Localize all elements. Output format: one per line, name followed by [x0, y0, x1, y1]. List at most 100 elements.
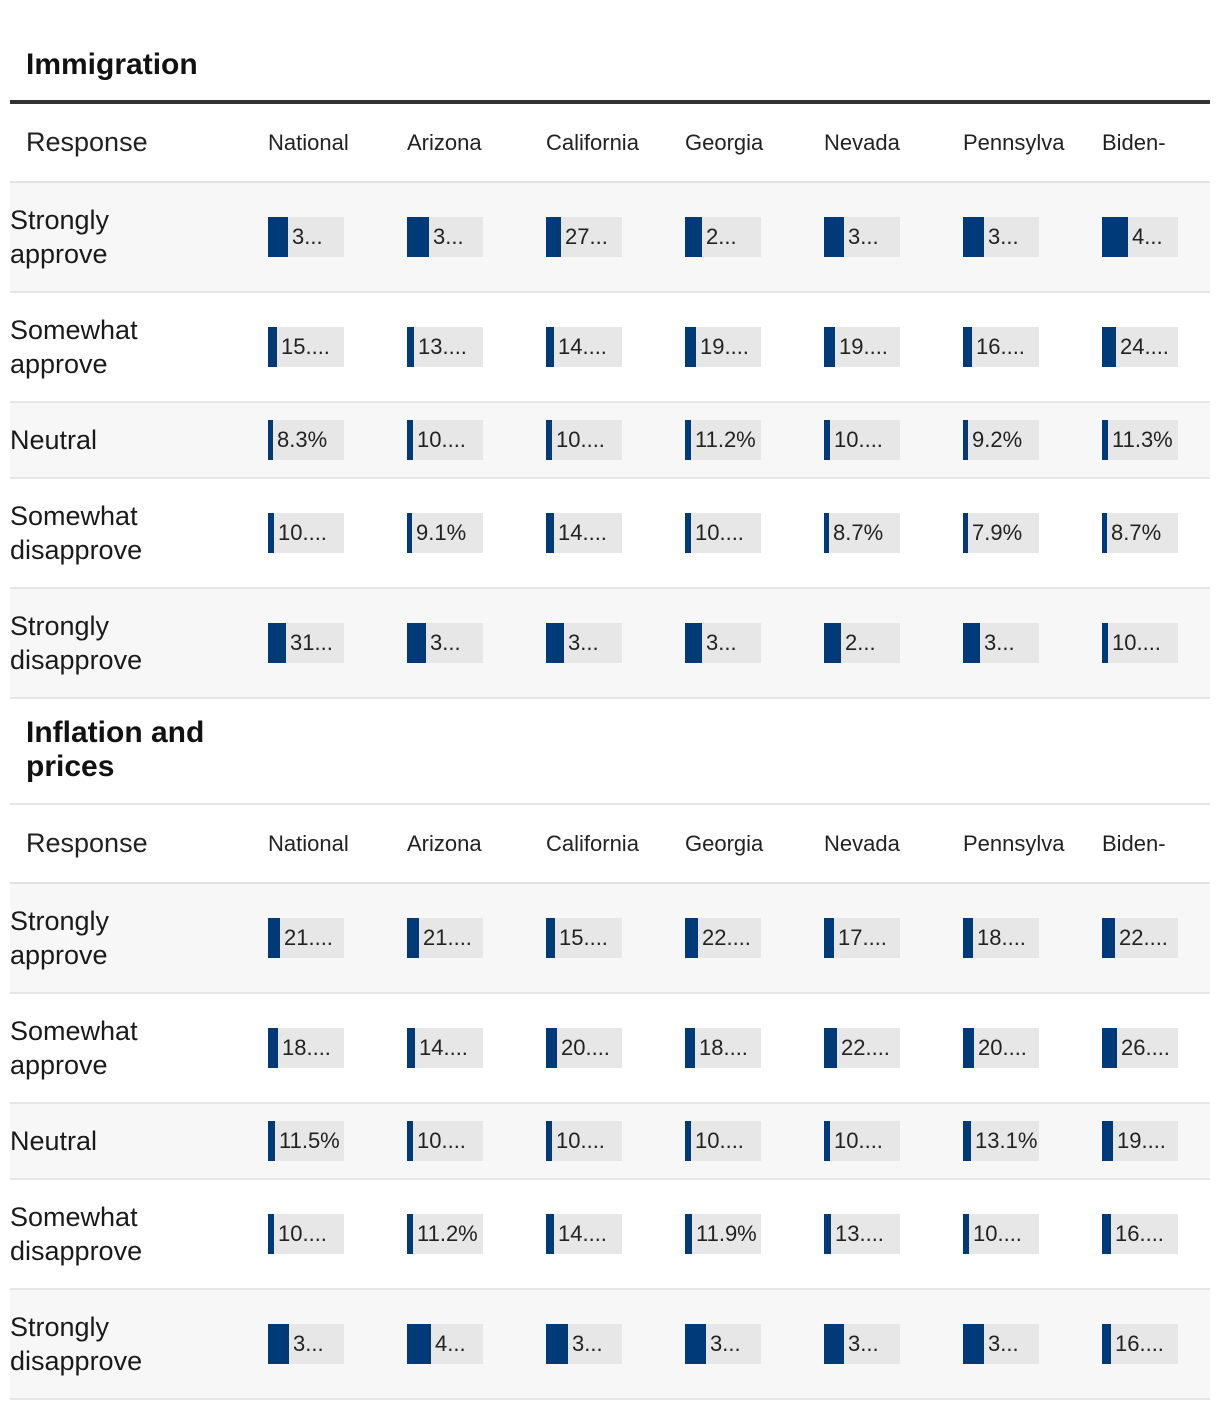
value-label: 3... — [710, 1331, 741, 1356]
value-bar — [268, 1214, 274, 1254]
value-cell: 18.... — [268, 1028, 344, 1068]
value-cell: 27... — [546, 217, 622, 257]
response-label: Neutral — [10, 1103, 268, 1180]
value-bar — [407, 1121, 413, 1161]
value-cell: 11.3% — [1102, 420, 1178, 460]
value-bar — [685, 918, 698, 958]
value-bar — [407, 1214, 413, 1254]
value-cell: 20.... — [546, 1028, 622, 1068]
value-cell: 18.... — [685, 1028, 761, 1068]
value-cell: 4... — [407, 1324, 483, 1364]
value-bar — [824, 1028, 837, 1068]
value-cell: 19.... — [1102, 1121, 1178, 1161]
value-bar — [685, 1324, 706, 1364]
value-bar — [407, 623, 426, 663]
value-label: 10.... — [695, 1128, 744, 1153]
value-bar — [268, 1121, 275, 1161]
value-label: 14.... — [558, 520, 607, 545]
value-cell: 22.... — [824, 1028, 900, 1068]
column-header-response: Response — [10, 104, 268, 183]
value-label: 26.... — [1121, 1035, 1170, 1060]
value-label: 2... — [845, 630, 876, 655]
response-label: Strongly approve — [10, 182, 268, 293]
response-label: Strongly disapprove — [10, 588, 268, 699]
value-cell: 2... — [824, 623, 900, 663]
value-cell: 3... — [685, 1324, 761, 1364]
value-bar — [546, 1028, 557, 1068]
value-label: 27... — [565, 224, 608, 249]
value-label: 10.... — [417, 427, 466, 452]
value-bar — [824, 623, 841, 663]
value-label: 3... — [706, 630, 737, 655]
value-label: 3... — [848, 224, 879, 249]
response-label: Somewhat approve — [10, 993, 268, 1104]
value-label: 19.... — [1117, 1128, 1166, 1153]
value-bar — [685, 1214, 692, 1254]
table-row: Somewhat disapprove 10.... 9.1% 14.... 10...… — [10, 478, 1210, 589]
value-bar — [268, 513, 274, 553]
value-cell: 8.7% — [824, 513, 900, 553]
table-row: Somewhat approve 18.... 14.... 20.... 18....… — [10, 993, 1210, 1104]
column-header: Pennsylva — [963, 805, 1102, 884]
section-rule — [10, 803, 1210, 805]
table-inflation: Response National Arizona California Georgia… — [10, 805, 1210, 1400]
value-label: 16.... — [976, 334, 1025, 359]
value-label: 19.... — [700, 334, 749, 359]
value-label: 9.1% — [416, 520, 467, 545]
value-label: 18.... — [282, 1035, 331, 1060]
value-bar — [407, 513, 412, 553]
value-bar — [963, 1121, 971, 1161]
value-cell: 10.... — [268, 513, 344, 553]
value-bar — [407, 217, 429, 257]
value-cell: 3... — [963, 217, 1039, 257]
value-cell: 22.... — [1102, 918, 1178, 958]
response-label: Neutral — [10, 402, 268, 479]
column-header: Arizona — [407, 805, 546, 884]
value-label: 13.... — [418, 334, 467, 359]
table-row: Strongly disapprove 3... 4... 3... 3... 3... 3… — [10, 1289, 1210, 1400]
value-cell: 11.5% — [268, 1121, 344, 1161]
value-label: 24.... — [1120, 334, 1169, 359]
value-label: 4... — [1132, 224, 1163, 249]
value-cell: 3... — [407, 623, 483, 663]
value-bar — [1102, 918, 1115, 958]
value-label: 11.2% — [417, 1221, 478, 1246]
value-bar — [824, 513, 829, 553]
value-label: 9.2% — [972, 427, 1023, 452]
response-label: Strongly approve — [10, 883, 268, 994]
value-cell: 3... — [546, 623, 622, 663]
value-cell: 3... — [546, 1324, 622, 1364]
value-bar — [963, 918, 973, 958]
value-cell: 3... — [685, 623, 761, 663]
value-cell: 3... — [963, 623, 1039, 663]
column-header-label: California — [546, 830, 639, 856]
value-label: 8.7% — [833, 520, 884, 545]
value-cell: 26.... — [1102, 1028, 1178, 1068]
value-label: 3... — [293, 1331, 324, 1356]
value-label: 8.7% — [1111, 520, 1162, 545]
value-cell: 3... — [824, 217, 900, 257]
value-cell: 15.... — [546, 918, 622, 958]
value-bar — [1102, 623, 1108, 663]
value-bar — [1102, 420, 1108, 460]
value-bar — [268, 918, 280, 958]
value-label: 7.9% — [972, 520, 1023, 545]
column-header-label: Nevada — [824, 830, 900, 856]
value-cell: 8.3% — [268, 420, 344, 460]
value-bar — [685, 327, 696, 367]
value-bar — [546, 1121, 552, 1161]
column-header: National — [268, 805, 407, 884]
value-label: 19.... — [839, 334, 888, 359]
value-label: 3... — [848, 1331, 879, 1356]
value-label: 14.... — [558, 334, 607, 359]
value-bar — [407, 420, 413, 460]
value-bar — [1102, 1214, 1111, 1254]
value-bar — [824, 918, 834, 958]
value-label: 22.... — [702, 925, 751, 950]
value-bar — [963, 217, 984, 257]
value-bar — [963, 1214, 969, 1254]
column-header-label: National — [268, 129, 349, 155]
value-bar — [1102, 217, 1128, 257]
value-cell: 3... — [963, 1324, 1039, 1364]
response-label: Somewhat approve — [10, 292, 268, 403]
